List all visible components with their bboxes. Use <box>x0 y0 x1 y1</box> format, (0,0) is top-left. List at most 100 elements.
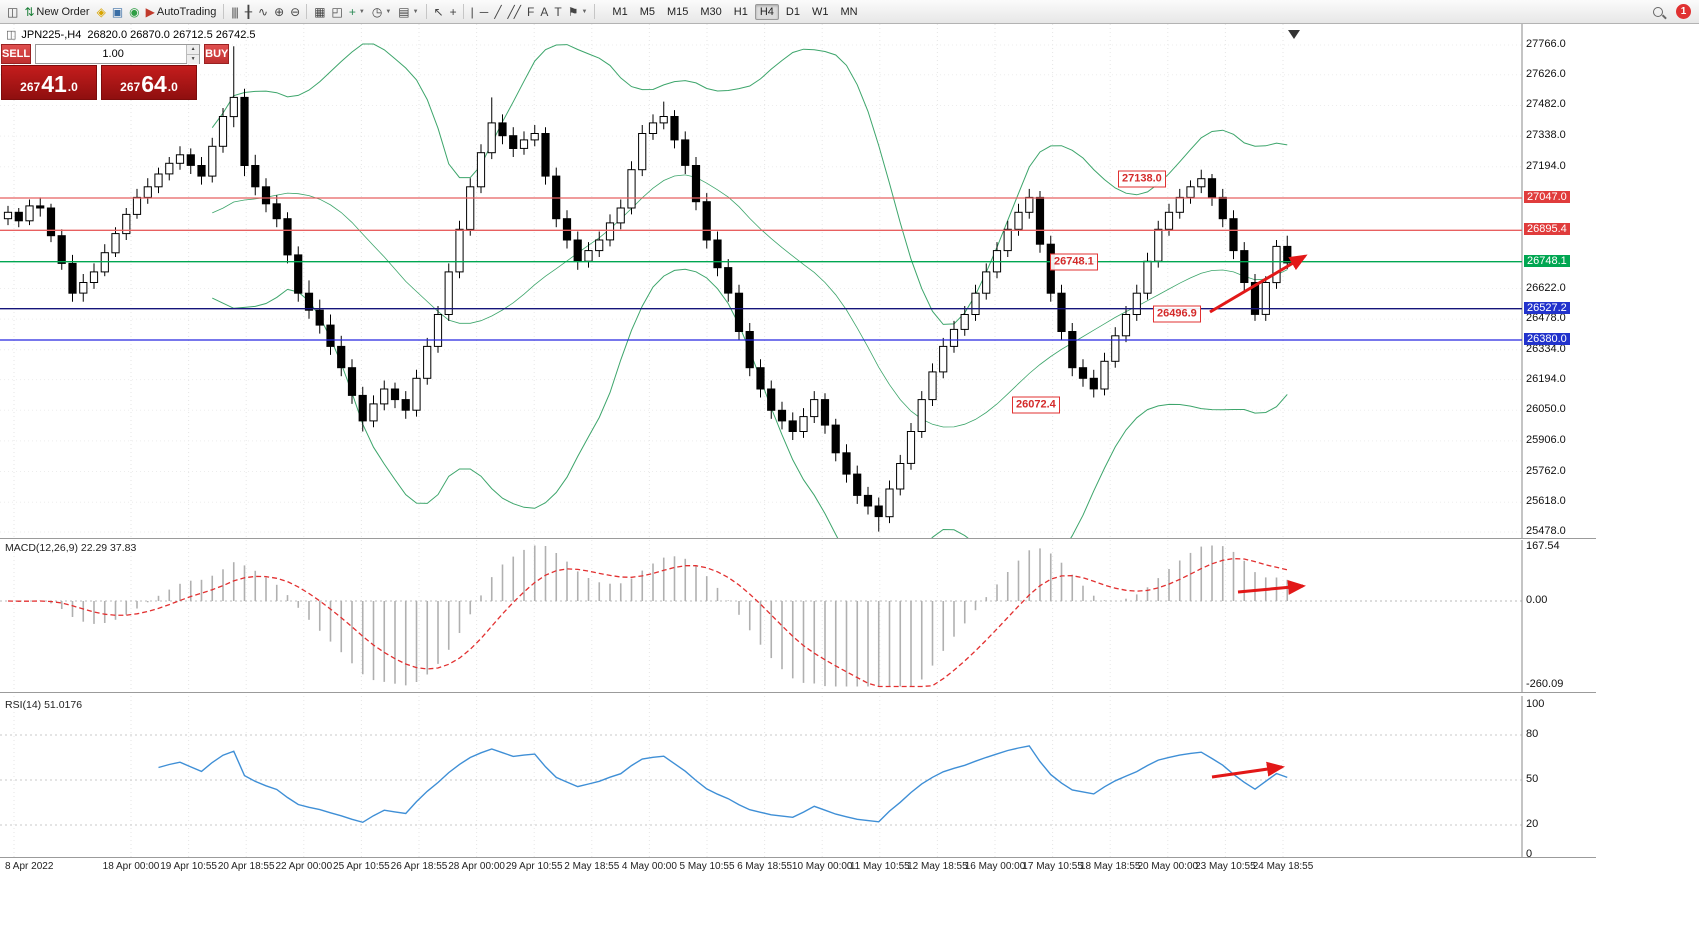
main-chart-canvas[interactable] <box>0 24 1596 538</box>
timeframe-mn-button[interactable]: MN <box>840 5 858 18</box>
time-axis-label: 2 May 18:55 <box>564 861 620 872</box>
horizontal-line-tool-icon[interactable]: ─ <box>477 2 491 21</box>
candlestick-chart-mode-icon[interactable]: ╂ <box>242 2 254 21</box>
indicators-icon: + <box>348 4 356 19</box>
chart-window-icon[interactable]: ◫ <box>4 2 20 21</box>
crosshair-icon: + <box>449 4 457 19</box>
rsi-panel-canvas[interactable] <box>0 696 1596 858</box>
time-axis-label: 29 Apr 10:55 <box>505 861 563 872</box>
autotrading-button[interactable]: ▶ AutoTrading <box>143 2 220 21</box>
new-order-button[interactable]: ⇅ New Order <box>21 2 92 21</box>
notification-badge[interactable]: 1 <box>1676 4 1691 19</box>
zoom-out-icon: ⊖ <box>290 4 300 19</box>
buy-price-big: 64 <box>141 71 167 97</box>
dropdown-caret-icon[interactable]: ▼ <box>412 8 419 15</box>
dropdown-caret-icon[interactable]: ▼ <box>385 8 392 15</box>
strategy-tester-icon[interactable]: ◉ <box>126 2 141 21</box>
time-axis-label: 28 Apr 00:00 <box>448 861 505 872</box>
search-button[interactable] <box>1650 2 1666 21</box>
macd-indicator-label: MACD(12,26,9) 22.29 37.83 <box>5 542 137 554</box>
text-tool-icon: A <box>540 4 548 19</box>
cursor-icon[interactable]: ↖ <box>431 2 446 21</box>
templates-icon[interactable]: ▤ ▼ <box>395 2 421 21</box>
zoom-in-icon[interactable]: ⊕ <box>271 2 286 21</box>
sell-price-prefix: 267 <box>20 80 41 94</box>
timeframe-m1-button[interactable]: M1 <box>612 5 628 18</box>
trend-arrow[interactable] <box>1209 254 1308 314</box>
timeframe-h1-button[interactable]: H1 <box>733 5 748 18</box>
macd-panel-canvas[interactable] <box>0 540 1596 692</box>
vertical-line-tool-icon[interactable]: | <box>468 2 476 21</box>
time-axis-label: 10 May 00:00 <box>791 861 853 872</box>
timeframe-m15-button[interactable]: M15 <box>666 5 689 18</box>
autotrading-icon: ▶ <box>145 4 155 19</box>
timeframe-w1-button[interactable]: W1 <box>811 5 829 18</box>
arrows-tool-icon[interactable]: ⚑ ▼ <box>565 2 591 21</box>
one-click-trading-panel: SELL ▲ ▼ BUY 267 41 .0 <box>1 44 230 100</box>
zoom-out-icon[interactable]: ⊖ <box>287 2 302 21</box>
volume-field: ▲ ▼ <box>35 44 201 64</box>
time-axis-label: 19 Apr 10:55 <box>160 861 217 872</box>
text-label-tool-icon: T <box>554 4 561 19</box>
buy-price-button[interactable]: 267 64 .0 <box>101 65 197 100</box>
fibonacci-tool-icon: F <box>527 4 534 19</box>
text-label-tool-icon[interactable]: T <box>551 2 563 21</box>
line-chart-mode-icon[interactable]: ∿ <box>255 2 270 21</box>
candlestick-chart-mode-icon: ╂ <box>244 4 252 19</box>
bollinger-upper-band <box>211 43 1288 325</box>
trend-arrow[interactable] <box>1237 579 1306 595</box>
channel-tool-icon[interactable]: ╱╱ <box>505 2 523 21</box>
toolbar-separator <box>425 4 427 19</box>
buy-button[interactable]: BUY <box>204 44 230 64</box>
sell-button[interactable]: SELL <box>1 44 32 64</box>
trendline-tool-icon[interactable]: ╱ <box>491 2 503 21</box>
sell-price-big: 41 <box>41 71 67 97</box>
templates-icon: ▤ <box>398 4 409 19</box>
cursor-icon: ↖ <box>433 4 444 19</box>
timeframe-toolbar: M1 M5 M15 M30 H1 H4 D1 W1 MN <box>607 3 862 20</box>
time-axis-label: 20 Apr 18:55 <box>217 861 275 872</box>
tile-windows-icon: ▦ <box>314 4 325 19</box>
timeframe-h4-button[interactable]: H4 <box>754 3 779 20</box>
dropdown-caret-icon[interactable]: ▼ <box>358 8 365 15</box>
time-axis-label: 4 May 00:00 <box>621 861 677 872</box>
dropdown-caret-icon[interactable]: ▼ <box>581 8 588 15</box>
time-axis-label: 23 May 10:55 <box>1195 861 1256 872</box>
panel-separator-rsi[interactable] <box>0 692 1596 693</box>
metaeditor-icon[interactable]: ◈ <box>94 2 108 21</box>
new-order-button-label: New Order <box>36 5 90 18</box>
vertical-line-tool-icon: | <box>470 4 474 19</box>
rsi-grid <box>0 696 1522 858</box>
volume-down-button[interactable]: ▼ <box>187 54 200 64</box>
timeframe-m5-button[interactable]: M5 <box>639 5 655 18</box>
volume-stepper: ▲ ▼ <box>186 45 200 64</box>
toolbar-separator <box>594 4 596 19</box>
horizontal-line-objects[interactable] <box>0 197 1522 341</box>
time-axis-label: 11 May 10:55 <box>849 861 910 872</box>
buy-price-frac: .0 <box>167 80 178 94</box>
time-axis-label: 12 May 18:55 <box>907 861 968 872</box>
cascade-windows-icon[interactable]: ◰ <box>329 2 345 21</box>
panel-separator-macd[interactable] <box>0 538 1596 539</box>
terminal-icon: ▣ <box>111 4 123 19</box>
trend-arrow[interactable] <box>1211 761 1285 779</box>
strategy-tester-icon: ◉ <box>129 4 140 19</box>
volume-up-button[interactable]: ▲ <box>187 45 200 54</box>
time-axis-label: 5 May 10:55 <box>679 861 735 872</box>
sell-price-button[interactable]: 267 41 .0 <box>1 65 97 100</box>
tile-windows-icon[interactable]: ▦ <box>311 2 327 21</box>
time-axis-label: 16 May 00:00 <box>964 861 1026 872</box>
new-order-icon: ⇅ <box>24 4 34 19</box>
periods-icon[interactable]: ◷ ▼ <box>369 2 394 21</box>
bar-chart-mode-icon[interactable]: ||| <box>228 2 240 21</box>
timeframe-d1-button[interactable]: D1 <box>785 5 800 18</box>
terminal-icon[interactable]: ▣ <box>109 2 125 21</box>
chart-shift-marker[interactable] <box>1288 30 1300 39</box>
candlestick-series <box>3 46 1292 532</box>
crosshair-icon[interactable]: + <box>447 2 459 21</box>
volume-input[interactable] <box>36 45 187 63</box>
text-tool-icon[interactable]: A <box>537 2 550 21</box>
fibonacci-tool-icon[interactable]: F <box>524 2 536 21</box>
indicators-icon[interactable]: + ▼ <box>346 2 368 21</box>
timeframe-m30-button[interactable]: M30 <box>700 5 722 18</box>
